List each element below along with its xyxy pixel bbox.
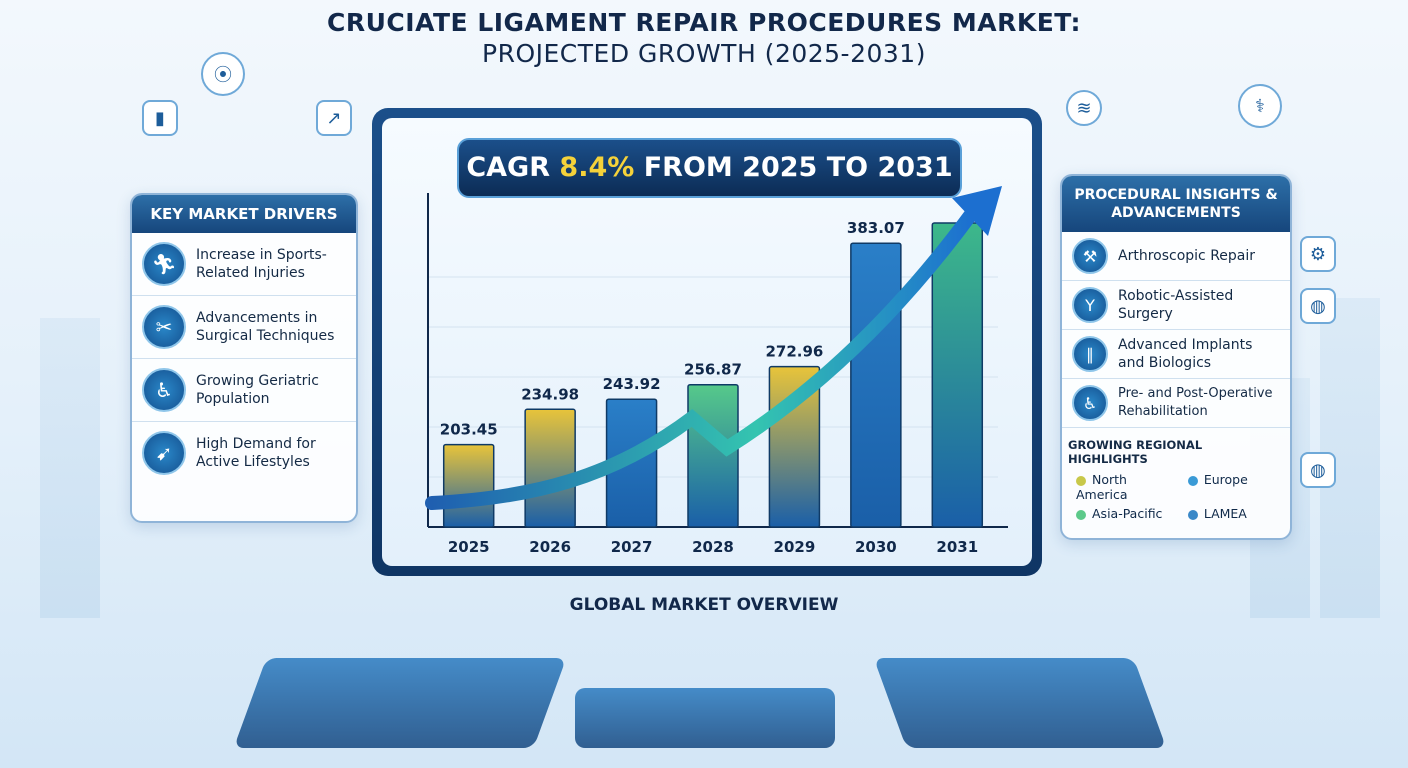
runner-icon: 🏃︎ — [142, 242, 186, 286]
robot-arm-icon: Y — [1072, 287, 1108, 323]
title-line-2: PROJECTED GROWTH (2025-2031) — [482, 39, 926, 68]
trend-arrow-head — [952, 186, 1002, 236]
list-item: ➹ High Demand for Active Lifestyles — [132, 422, 356, 484]
wifi-icon: ≋ — [1066, 90, 1102, 126]
surgical-tools-icon: ✂ — [142, 305, 186, 349]
panel-title: KEY MARKET DRIVERS — [132, 195, 356, 233]
list-item: ✂ Advancements in Surgical Techniques — [132, 296, 356, 359]
region-asia-pacific: Asia-Pacific — [1076, 506, 1182, 521]
item-label: Increase in Sports-Related Injuries — [196, 247, 327, 281]
page-title: CRUCIATE LIGAMENT REPAIR PROCEDURES MARK… — [0, 8, 1408, 68]
region-north-america: North America — [1076, 472, 1128, 502]
hospital-platform — [873, 658, 1167, 748]
item-label: Advanced Implants and Biologics — [1118, 337, 1253, 371]
skyline-building — [40, 318, 100, 618]
data-label-2029: 272.96 — [765, 343, 823, 361]
cagr-banner: CAGR 8.4% FROM 2025 TO 2031 — [457, 138, 962, 198]
knee-joint-icon: ⦿ — [201, 52, 245, 96]
caduceus-icon: ⚕ — [1238, 84, 1282, 128]
list-item: Y Robotic-Assisted Surgery — [1062, 281, 1290, 330]
bar-2030 — [850, 242, 902, 528]
bar-2028 — [687, 383, 739, 528]
x-tick-label-2028: 2028 — [692, 538, 734, 556]
panel-title: PROCEDURAL INSIGHTS & ADVANCEMENTS — [1062, 176, 1290, 232]
globe-icon: ◍ — [1300, 452, 1336, 488]
item-label: Growing Geriatric Population — [196, 373, 319, 407]
city-platform — [233, 658, 567, 748]
bar-2031 — [931, 222, 984, 528]
item-label: Pre- and Post-Operative Rehabilitation — [1118, 386, 1273, 419]
x-tick-label-2025: 2025 — [448, 538, 490, 556]
chart-frame: 203.45 2025 234.98 2026 243.92 2027 256.87 2028… — [372, 108, 1042, 576]
x-tick-label-2026: 2026 — [529, 538, 571, 556]
list-item: ⚒ Arthroscopic Repair — [1062, 232, 1290, 281]
trend-arrow — [425, 206, 979, 510]
list-item: 🏃︎ Increase in Sports-Related Injuries — [132, 233, 356, 296]
x-tick-label-2029: 2029 — [774, 538, 816, 556]
item-label: Advancements in Surgical Techniques — [196, 310, 335, 344]
list-item: ∥ Advanced Implants and Biologics — [1062, 330, 1290, 379]
region-europe: Europe — [1187, 472, 1276, 502]
gear-icon: ⚙ — [1300, 236, 1336, 272]
item-label: High Demand for Active Lifestyles — [196, 436, 316, 470]
procedural-insights-panel: PROCEDURAL INSIGHTS & ADVANCEMENTS ⚒ Arth… — [1060, 174, 1292, 540]
bar-2025 — [442, 443, 495, 528]
cagr-value: 8.4% — [559, 152, 635, 183]
chart-area: 203.45 2025 234.98 2026 243.92 2027 256.87 2028… — [382, 118, 1032, 566]
title-line-1: CRUCIATE LIGAMENT REPAIR PROCEDURES MARK… — [327, 8, 1081, 37]
implant-icon: ∥ — [1072, 336, 1108, 372]
elderly-person-icon: ♿︎ — [142, 368, 186, 412]
global-market-overview-label: GLOBAL MARKET OVERVIEW — [569, 595, 839, 615]
regions-legend: North America Europe Asia-Pacific LAMEA — [1062, 470, 1290, 523]
bar-chart-icon: ▮ — [142, 100, 178, 136]
key-market-drivers-panel: KEY MARKET DRIVERS 🏃︎ Increase in Sports-… — [130, 193, 358, 523]
bar-2026 — [524, 408, 576, 528]
data-label-2025: 203.45 — [440, 421, 498, 439]
x-tick-label-2031: 2031 — [936, 538, 978, 556]
arthroscope-icon: ⚒ — [1072, 238, 1108, 274]
globe-icon: ◍ — [1300, 288, 1336, 324]
x-tick-label-2027: 2027 — [611, 538, 653, 556]
list-item: ♿︎ Growing Geriatric Population — [132, 359, 356, 422]
running-person-icon: ➹ — [142, 431, 186, 475]
list-item: ♿︎ Pre- and Post-Operative Rehabilitation — [1062, 379, 1290, 428]
region-lamea: LAMEA — [1187, 506, 1276, 521]
x-tick-label-2030: 2030 — [855, 538, 897, 556]
regions-title: GROWING REGIONAL HIGHLIGHTS — [1068, 438, 1203, 466]
item-label: Arthroscopic Repair — [1118, 248, 1256, 264]
data-label-2026: 234.98 — [521, 385, 579, 403]
item-label: Robotic-Assisted Surgery — [1118, 288, 1234, 322]
bar-chart: 203.45 2025 234.98 2026 243.92 2027 256.87 2028… — [425, 186, 1008, 556]
data-label-2027: 243.92 — [603, 375, 661, 393]
rehabilitation-icon: ♿︎ — [1072, 385, 1108, 421]
data-label-2028: 256.87 — [684, 361, 742, 379]
data-label-2030: 383.07 — [847, 219, 905, 237]
city-platform — [575, 688, 835, 748]
growth-chart-icon: ↗ — [316, 100, 352, 136]
